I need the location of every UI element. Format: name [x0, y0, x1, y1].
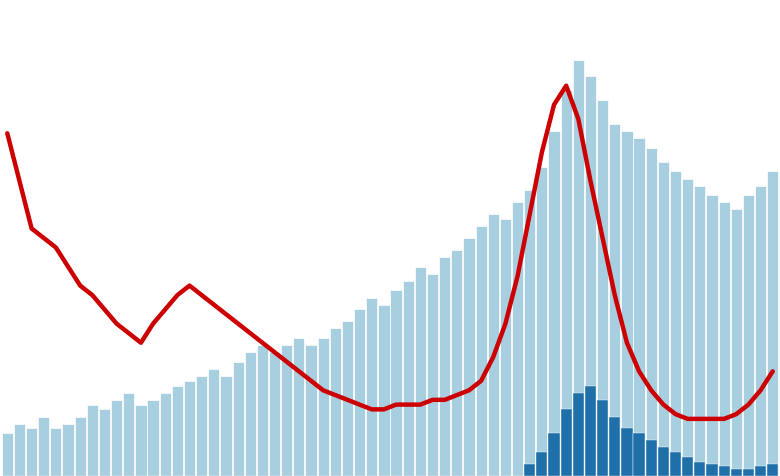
Bar: [221, 376, 232, 476]
Bar: [512, 202, 523, 476]
Bar: [609, 416, 620, 476]
Bar: [573, 393, 584, 476]
Bar: [622, 131, 633, 476]
Bar: [476, 226, 487, 476]
Bar: [2, 433, 13, 476]
Bar: [646, 148, 657, 476]
Bar: [160, 393, 171, 476]
Bar: [537, 167, 548, 476]
Bar: [573, 60, 584, 476]
Bar: [439, 257, 450, 476]
Bar: [682, 178, 693, 476]
Bar: [50, 428, 62, 476]
Bar: [184, 381, 195, 476]
Bar: [342, 321, 353, 476]
Bar: [548, 433, 559, 476]
Bar: [257, 345, 268, 476]
Bar: [524, 464, 535, 476]
Bar: [731, 209, 742, 476]
Bar: [646, 440, 657, 476]
Bar: [366, 298, 378, 476]
Bar: [99, 409, 110, 476]
Bar: [622, 428, 633, 476]
Bar: [232, 362, 243, 476]
Bar: [317, 338, 328, 476]
Bar: [743, 195, 754, 476]
Bar: [670, 452, 681, 476]
Bar: [561, 90, 572, 476]
Bar: [537, 452, 548, 476]
Bar: [306, 345, 317, 476]
Bar: [330, 328, 341, 476]
Bar: [75, 416, 86, 476]
Bar: [682, 457, 693, 476]
Bar: [694, 186, 705, 476]
Bar: [633, 433, 644, 476]
Bar: [597, 400, 608, 476]
Bar: [694, 462, 705, 476]
Bar: [378, 305, 389, 476]
Bar: [208, 369, 219, 476]
Bar: [597, 100, 608, 476]
Bar: [633, 138, 644, 476]
Bar: [14, 424, 25, 476]
Bar: [609, 124, 620, 476]
Bar: [245, 352, 256, 476]
Bar: [585, 76, 596, 476]
Bar: [452, 250, 463, 476]
Bar: [718, 202, 730, 476]
Bar: [767, 464, 778, 476]
Bar: [755, 466, 766, 476]
Bar: [111, 400, 122, 476]
Bar: [488, 214, 499, 476]
Bar: [196, 376, 207, 476]
Bar: [415, 267, 426, 476]
Bar: [731, 469, 742, 476]
Bar: [402, 281, 414, 476]
Bar: [427, 274, 438, 476]
Bar: [87, 405, 98, 476]
Bar: [658, 162, 669, 476]
Bar: [755, 186, 766, 476]
Bar: [463, 238, 474, 476]
Bar: [718, 466, 730, 476]
Bar: [147, 400, 158, 476]
Bar: [123, 393, 134, 476]
Bar: [500, 219, 511, 476]
Bar: [269, 352, 280, 476]
Bar: [26, 428, 37, 476]
Bar: [561, 409, 572, 476]
Bar: [767, 171, 778, 476]
Bar: [707, 464, 718, 476]
Bar: [281, 345, 292, 476]
Bar: [293, 338, 304, 476]
Bar: [524, 190, 535, 476]
Bar: [743, 469, 754, 476]
Bar: [62, 424, 73, 476]
Bar: [136, 405, 147, 476]
Bar: [548, 131, 559, 476]
Bar: [670, 171, 681, 476]
Bar: [172, 386, 183, 476]
Bar: [585, 386, 596, 476]
Bar: [38, 416, 49, 476]
Bar: [707, 195, 718, 476]
Bar: [391, 290, 402, 476]
Bar: [658, 447, 669, 476]
Bar: [354, 309, 365, 476]
